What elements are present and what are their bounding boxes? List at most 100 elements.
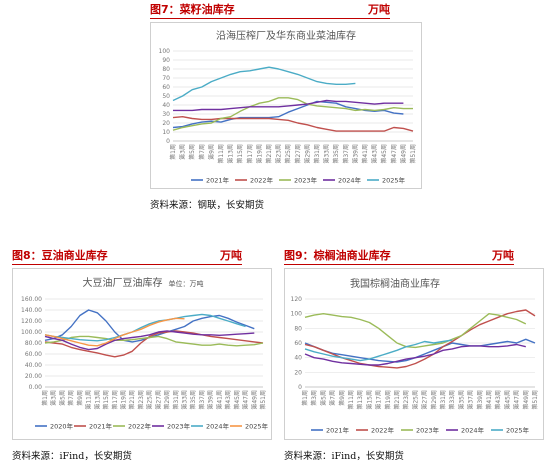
x-tick-label: 第7周	[329, 390, 337, 406]
x-tick-label: 第7周	[67, 390, 75, 406]
x-tick-label: 第23周	[275, 144, 283, 164]
x-tick-label: 第27周	[294, 144, 302, 164]
x-tick-label: 第23周	[402, 390, 410, 410]
x-tick-label: 第5周	[319, 390, 327, 406]
x-tick-label: 第31周	[439, 390, 447, 410]
y-tick-label: 0	[298, 384, 302, 391]
fig9-chart-svg: 我国棕榈油商业库存020406080100120第1周 第3周 第5周 第7周 第9周第…	[291, 277, 539, 434]
x-tick-label: 第29周	[430, 390, 438, 410]
fig8-chart: 大豆油厂豆油库存 单位：万吨 0.00 20.00 40.00 60.00 80.00 100…	[12, 268, 272, 440]
x-tick-label: 第19周	[255, 144, 263, 164]
chart-title: 大豆油厂豆油库存 单位：万吨	[83, 276, 204, 289]
x-tick-label: 第47周	[513, 390, 521, 410]
x-tick-label: 第17周	[375, 390, 383, 410]
x-tick-label: 第3周	[50, 390, 58, 406]
series-line-2025年	[44, 317, 185, 347]
chart-subtitle: 单位：万吨	[169, 279, 204, 288]
fig7-unit: 万吨	[368, 3, 390, 16]
x-tick-label: 第35周	[189, 390, 197, 410]
fig8-source: 资料来源：iFind，长安期货	[12, 451, 132, 462]
fig9-title: 图9：棕榈油商业库存 万吨	[284, 248, 514, 265]
series-line-2021年	[172, 100, 404, 129]
legend-label: 2025年	[506, 425, 530, 434]
x-tick-label: 第33周	[448, 390, 456, 410]
x-tick-label: 第33周	[181, 390, 189, 410]
series-line-2021年	[304, 338, 536, 363]
x-tick-label: 第47周	[242, 390, 250, 410]
x-tick-label: 第41周	[215, 390, 223, 410]
x-tick-label: 第29周	[303, 144, 311, 164]
y-tick-label: 60	[162, 84, 170, 91]
x-tick-label: 第35周	[457, 390, 465, 410]
x-tick-label: 第45周	[233, 390, 241, 410]
legend-label: 2023年	[416, 425, 440, 434]
fig8-title: 图8：豆油商业库存 万吨	[12, 248, 242, 265]
legend-label: 2022年	[250, 175, 274, 184]
x-tick-label: 第31周	[313, 144, 321, 164]
x-tick-label: 第23周	[137, 390, 145, 410]
fig9-title-text: 图9：棕榈油商业库存	[284, 249, 391, 262]
x-tick-label: 第43周	[224, 390, 232, 410]
series-line-2024年	[304, 343, 526, 366]
x-tick-label: 第3周	[179, 144, 187, 160]
fig9-unit: 万吨	[492, 249, 514, 262]
x-tick-label: 第51周	[409, 144, 417, 164]
x-tick-label: 第19周	[384, 390, 392, 410]
x-tick-label: 第39周	[351, 144, 359, 164]
legend-label: 2023年	[167, 421, 191, 430]
y-tick-label: 100	[291, 311, 303, 318]
x-tick-label: 第13周	[227, 144, 235, 164]
fig7-title: 图7：菜籽油库存 万吨	[150, 2, 390, 19]
x-tick-label: 第3周	[310, 390, 318, 406]
series-line-2023年	[304, 313, 527, 349]
y-tick-label: 60.00	[25, 351, 42, 358]
x-tick-label: 第21周	[265, 144, 273, 164]
x-tick-label: 第29周	[163, 390, 171, 410]
x-tick-label: 第11周	[217, 144, 225, 164]
y-tick-label: 20.00	[25, 373, 42, 380]
x-tick-label: 第17周	[111, 390, 119, 410]
series-line-2024年	[173, 99, 404, 112]
legend-label: 2023年	[294, 175, 318, 184]
legend-label: 2025年	[245, 421, 269, 430]
x-tick-label: 第25周	[411, 390, 419, 410]
y-tick-label: 0	[166, 138, 170, 145]
y-tick-label: 40	[294, 355, 302, 362]
x-tick-label: 第15周	[102, 390, 110, 410]
x-tick-label: 第9周	[338, 390, 346, 406]
x-tick-label: 第25周	[284, 144, 292, 164]
legend-label: 2022年	[128, 421, 152, 430]
legend-label: 2024年	[338, 175, 362, 184]
x-tick-label: 第9周	[76, 390, 84, 406]
y-tick-label: 70	[162, 75, 170, 82]
y-tick-label: 0.00	[29, 384, 43, 391]
series-line-2022年	[304, 309, 536, 369]
y-tick-label: 100	[159, 48, 171, 55]
series-line-2021年	[44, 330, 264, 358]
x-tick-label: 第21周	[128, 390, 136, 410]
x-tick-label: 第15周	[365, 390, 373, 410]
series-line-2023年	[172, 97, 413, 131]
x-tick-label: 第27周	[421, 390, 429, 410]
y-tick-label: 40.00	[25, 362, 42, 369]
y-tick-label: 160.00	[21, 296, 42, 303]
chart-title: 我国棕榈油商业库存	[350, 277, 440, 290]
x-tick-label: 第27周	[154, 390, 162, 410]
fig7-title-text: 图7：菜籽油库存	[150, 3, 235, 16]
x-tick-label: 第37周	[198, 390, 206, 410]
x-tick-label: 第43周	[371, 144, 379, 164]
legend-label: 2024年	[461, 425, 485, 434]
y-tick-label: 20	[162, 120, 170, 127]
y-tick-label: 120	[291, 296, 303, 303]
series-line-2022年	[44, 335, 264, 347]
y-tick-label: 80	[294, 325, 302, 332]
y-tick-label: 10	[162, 129, 170, 136]
y-tick-label: 80	[162, 66, 170, 73]
fig9-source: 资料来源：iFind，长安期货	[284, 451, 404, 462]
fig7-chart: 沿海压榨厂及华东商业菜油库存 0 10 20 30 40 50 60 70 80 90 100 第1周第…	[150, 22, 422, 189]
x-tick-label: 第19周	[119, 390, 127, 410]
x-tick-label: 第39周	[207, 390, 215, 410]
x-tick-label: 第13周	[356, 390, 364, 410]
x-tick-label: 第1周	[169, 144, 177, 160]
x-tick-label: 第49周	[250, 390, 258, 410]
